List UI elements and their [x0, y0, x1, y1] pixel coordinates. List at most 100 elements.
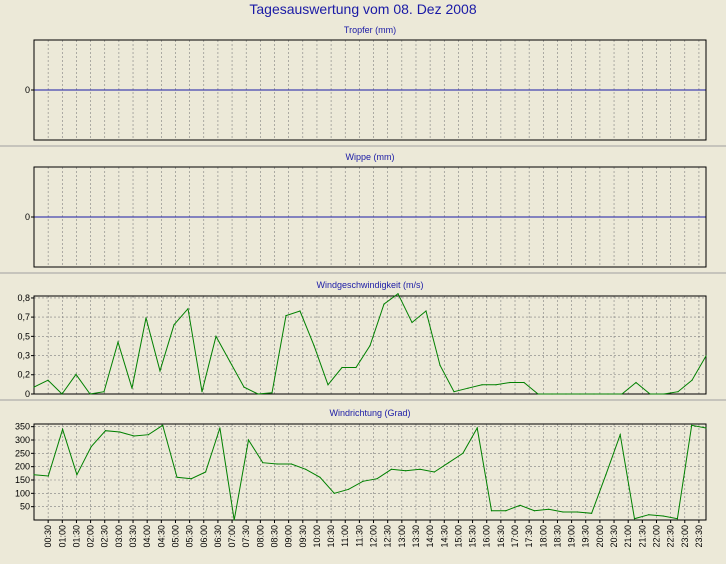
- x-tick-label: 23:00: [680, 525, 690, 548]
- x-tick-label: 07:00: [227, 525, 237, 548]
- y-tick-label: 0,8: [17, 293, 30, 303]
- data-point: [509, 381, 511, 384]
- data-point: [548, 508, 550, 510]
- y-tick-label: 0,3: [17, 351, 30, 361]
- panel-title: Tropfer (mm): [344, 25, 396, 35]
- series-line: [33, 424, 707, 521]
- data-point: [562, 511, 564, 513]
- data-point: [103, 391, 105, 393]
- data-point: [215, 335, 217, 337]
- data-point: [90, 446, 92, 448]
- data-point: [607, 393, 609, 395]
- data-point: [579, 393, 581, 395]
- data-point: [481, 384, 483, 386]
- data-point: [201, 391, 203, 393]
- x-tick-label: 08:00: [255, 525, 265, 548]
- data-point: [662, 515, 664, 517]
- x-tick-label: 13:00: [397, 525, 407, 548]
- data-point: [419, 468, 421, 470]
- x-tick-label: 12:00: [369, 525, 379, 548]
- data-point: [490, 510, 493, 512]
- data-point: [276, 463, 278, 465]
- data-point: [649, 393, 651, 395]
- data-point: [433, 471, 435, 473]
- x-tick-label: 02:00: [86, 525, 96, 548]
- x-tick-label: 17:00: [510, 525, 520, 548]
- x-tick-label: 16:00: [482, 525, 492, 548]
- x-tick-label: 11:30: [354, 525, 364, 547]
- data-point: [327, 384, 329, 386]
- data-point: [313, 345, 315, 347]
- x-tick-label: 22:30: [666, 525, 676, 548]
- data-point: [131, 387, 133, 389]
- plot-area: [34, 424, 706, 520]
- x-tick-label: 10:00: [312, 525, 322, 548]
- panel-title: Windgeschwindigkeit (m/s): [316, 280, 423, 290]
- data-point: [305, 468, 307, 470]
- data-point: [76, 474, 78, 476]
- data-point: [467, 387, 469, 389]
- x-tick-label: 20:30: [609, 525, 619, 548]
- data-point: [523, 381, 525, 384]
- x-tick-label: 01:30: [71, 525, 81, 548]
- x-tick-label: 20:00: [595, 525, 605, 548]
- y-tick-label: 0,5: [17, 331, 30, 341]
- data-point: [299, 310, 301, 312]
- data-point: [257, 393, 259, 395]
- data-point: [290, 463, 292, 465]
- data-point: [176, 476, 178, 478]
- data-point: [271, 392, 273, 394]
- data-point: [376, 478, 378, 480]
- data-point: [677, 391, 679, 393]
- data-point: [691, 379, 693, 381]
- data-point: [369, 345, 371, 347]
- x-tick-label: 21:00: [623, 525, 633, 548]
- data-point: [533, 510, 536, 512]
- data-point: [319, 476, 321, 478]
- y-tick-label: 50: [20, 502, 30, 512]
- data-point: [405, 470, 407, 472]
- data-point: [229, 361, 231, 363]
- data-point: [593, 393, 595, 395]
- data-point: [411, 321, 413, 324]
- data-point: [663, 393, 665, 395]
- x-tick-label: 04:00: [142, 525, 152, 548]
- data-point: [495, 384, 497, 386]
- data-point: [145, 317, 147, 319]
- data-point: [147, 434, 149, 436]
- data-point: [397, 293, 399, 295]
- y-tick-label: 250: [15, 448, 30, 458]
- x-tick-label: 09:00: [284, 525, 294, 548]
- x-tick-label: 21:30: [637, 525, 647, 548]
- x-tick-label: 04:30: [156, 525, 166, 548]
- data-point: [89, 393, 91, 395]
- data-point: [476, 427, 478, 429]
- data-point: [605, 474, 607, 476]
- y-tick-label: 300: [15, 435, 30, 445]
- x-tick-label: 09:30: [298, 525, 308, 548]
- data-point: [47, 475, 49, 477]
- x-tick-label: 18:30: [552, 525, 562, 548]
- plot-frame: [33, 39, 707, 141]
- data-point: [633, 518, 636, 520]
- y-tick-label: 350: [15, 422, 30, 432]
- data-point: [262, 462, 264, 464]
- x-tick-label: 16:30: [496, 525, 506, 548]
- x-tick-label: 23:30: [694, 525, 704, 548]
- x-tick-label: 06:00: [199, 525, 209, 548]
- page-title: Tagesauswertung vom 08. Dez 2008: [249, 1, 476, 17]
- data-point: [676, 518, 679, 520]
- data-point: [187, 308, 189, 310]
- data-point: [565, 393, 567, 395]
- data-point: [591, 512, 593, 514]
- y-tick-label: 0,2: [17, 370, 30, 380]
- data-point: [621, 393, 623, 395]
- y-tick-label: 0: [25, 212, 30, 222]
- data-point: [635, 381, 637, 384]
- x-tick-label: 07:30: [241, 525, 251, 548]
- data-point: [47, 379, 49, 381]
- data-point: [119, 431, 121, 433]
- data-point: [705, 355, 707, 357]
